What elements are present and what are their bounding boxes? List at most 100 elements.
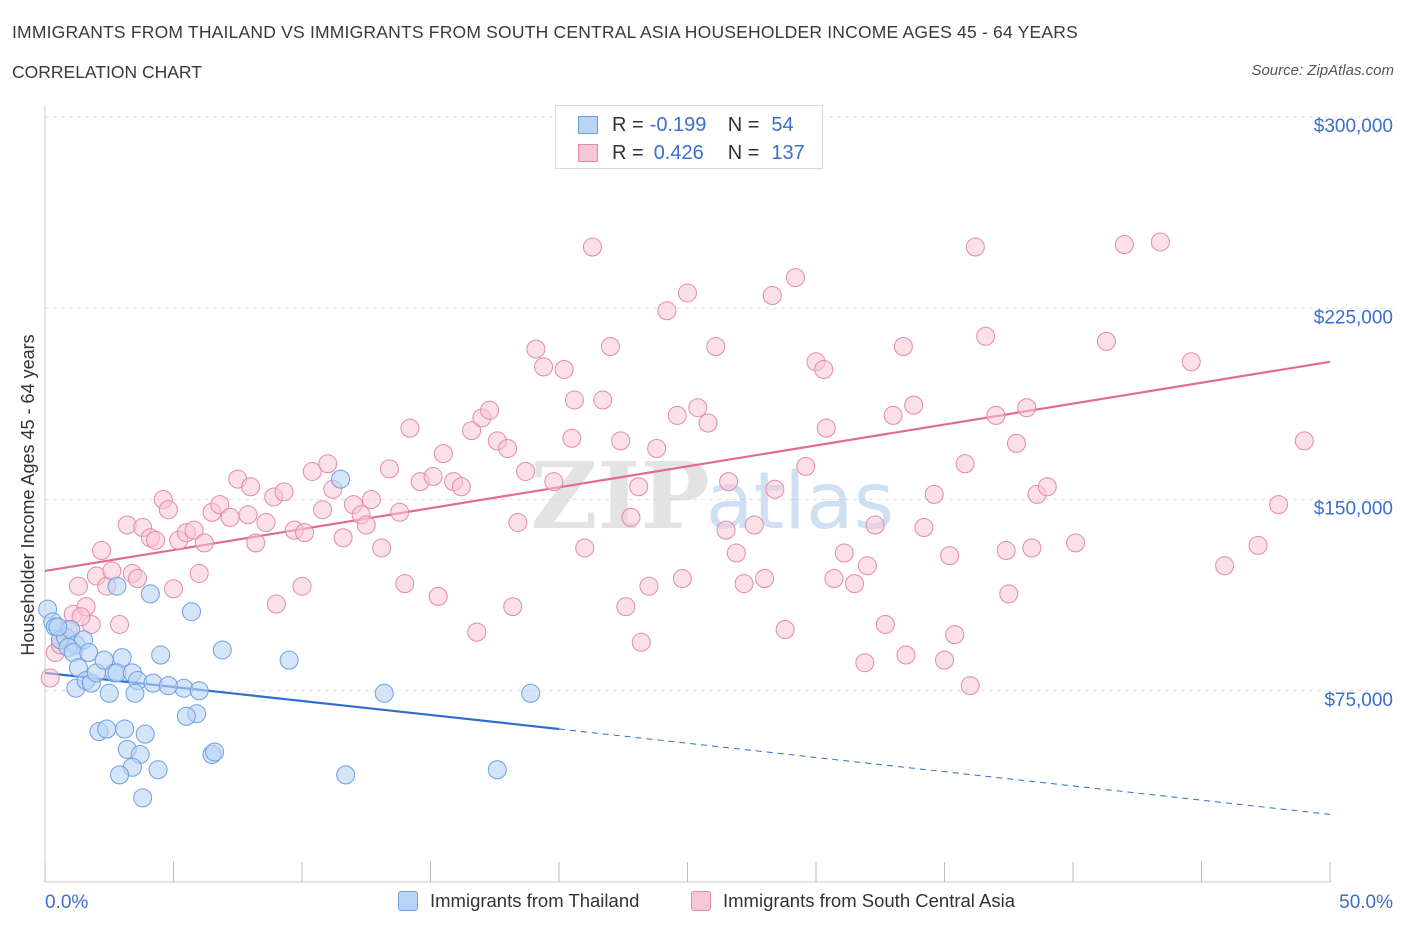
legend-item-thailand: Immigrants from Thailand (398, 890, 639, 912)
sca-point (875, 614, 895, 634)
sca-point (400, 418, 420, 438)
thailand-point (97, 719, 117, 739)
legend-n-value: 137 (771, 141, 805, 164)
sca-point (1150, 232, 1170, 252)
thailand-point (181, 602, 201, 622)
sca-point (855, 653, 875, 673)
sca-point (935, 650, 954, 670)
sca-point (1022, 538, 1042, 558)
sca-point (379, 459, 399, 479)
sca-point (256, 512, 276, 532)
sca-point (914, 518, 934, 538)
watermark: ZIP atlas (530, 442, 894, 550)
sca-point (575, 538, 595, 558)
sca-point (940, 546, 960, 566)
sca-point (480, 400, 500, 420)
sca-point (1181, 352, 1201, 372)
sca-point (893, 337, 913, 356)
sca-point (302, 461, 322, 481)
thailand-point (99, 683, 119, 703)
sca-point (865, 515, 885, 535)
sca-point (999, 584, 1019, 604)
legend-r-label: R = (612, 141, 644, 164)
sca-point (814, 359, 834, 379)
sca-point (796, 456, 816, 476)
y-tick-labels: $75,000 $150,000 $225,000 $300,000 (1314, 116, 1393, 711)
thailand-point (212, 640, 232, 660)
sca-point (986, 405, 1006, 425)
sca-point (755, 569, 775, 589)
sca-point (68, 576, 88, 596)
sca-point (564, 390, 584, 410)
legend-n-label: N = (727, 113, 760, 136)
sca-point (678, 283, 697, 303)
sca-point (667, 405, 687, 425)
legend-r-value: -0.199 (649, 113, 707, 136)
sca-point (467, 622, 487, 642)
sca-point (621, 507, 641, 527)
sca-point (498, 439, 518, 458)
sca-point (945, 625, 965, 645)
sca-point (639, 576, 659, 596)
sca-point (734, 574, 754, 594)
sca-point (246, 533, 266, 553)
sca-point (423, 467, 443, 487)
sca-point (1037, 477, 1057, 497)
sca-point (688, 398, 708, 418)
legend-swatch-sca (691, 891, 711, 911)
sca-point (883, 405, 903, 425)
thailand-trend-extension (558, 728, 1331, 815)
thailand-point (79, 643, 99, 662)
legend-n-label: N = (727, 141, 760, 164)
sca-point (744, 515, 764, 535)
sca-point (508, 512, 528, 532)
legend-swatch-sca (578, 144, 598, 162)
sca-point (451, 477, 471, 497)
sca-point (824, 569, 844, 589)
series-legend: Immigrants from Thailand Immigrants from… (0, 890, 1406, 916)
sca-point (647, 439, 667, 458)
sca-point (816, 418, 836, 438)
sca-point (904, 395, 924, 415)
sca-point (292, 576, 312, 596)
sca-point (194, 533, 214, 553)
chart-subtitle: CORRELATION CHART (12, 62, 202, 82)
thailand-point (176, 706, 196, 726)
legend-n-value: 54 (771, 113, 794, 136)
sca-point (516, 461, 536, 481)
sca-point (631, 632, 651, 652)
sca-point (857, 556, 877, 576)
sca-point (726, 543, 746, 563)
sca-point (544, 472, 564, 492)
sca-point (672, 569, 692, 589)
legend-swatch-thailand (578, 116, 598, 134)
sca-point (960, 676, 980, 696)
legend-r-value: 0.426 (653, 141, 704, 164)
thailand-point (133, 788, 153, 808)
sca-point (1017, 398, 1037, 418)
sca-point (164, 579, 183, 599)
sca-point (356, 515, 376, 535)
sca-point (719, 472, 739, 492)
sca-point (955, 454, 975, 474)
sca-point (834, 543, 854, 563)
legend-r-label: R = (612, 113, 644, 136)
sca-point (562, 428, 582, 448)
sca-point (526, 339, 546, 359)
grid-lines (45, 116, 1395, 692)
sca-point (924, 484, 944, 504)
sca-point (390, 502, 410, 522)
y-axis-title: Householder Income Ages 45 - 64 years (18, 334, 38, 655)
thailand-point (189, 681, 209, 701)
sca-point (762, 286, 782, 305)
stats-legend: R = -0.199 N = 54 R = 0.426 N = 137 (555, 105, 823, 169)
sca-point (313, 500, 333, 520)
trend-lines (44, 360, 1331, 815)
thailand-point (336, 765, 356, 785)
sca-point (698, 413, 718, 433)
watermark-zip: ZIP (530, 442, 709, 550)
y-tick-label: $225,000 (1314, 307, 1393, 328)
sca-point (600, 337, 620, 356)
sca-point (40, 668, 60, 688)
sca-point (765, 479, 785, 499)
